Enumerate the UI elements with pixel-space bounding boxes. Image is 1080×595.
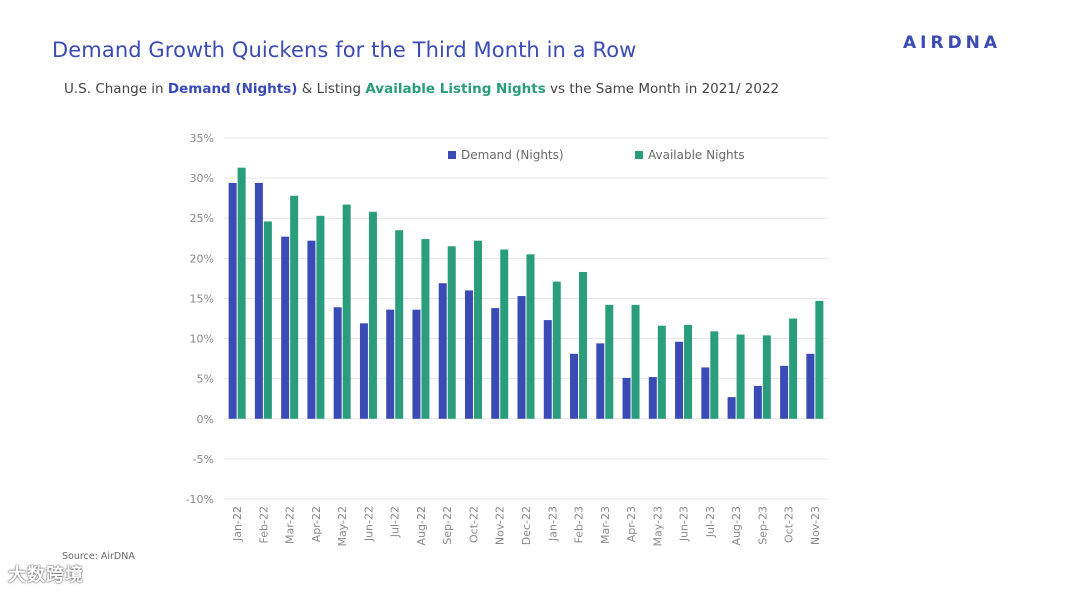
x-tick-label: May-22 xyxy=(336,506,349,547)
airdna-logo: AIRDNA xyxy=(903,33,1002,53)
x-tick-label: Jan-23 xyxy=(546,506,559,542)
bar-available xyxy=(552,281,561,419)
bar-demand xyxy=(675,341,684,419)
bar-demand xyxy=(307,240,316,419)
y-tick-label: 0% xyxy=(197,413,214,426)
bar-available xyxy=(631,304,640,419)
bar-demand xyxy=(359,323,368,419)
bar-available xyxy=(500,249,509,419)
x-tick-label: Sep-23 xyxy=(756,506,769,545)
bar-available xyxy=(736,334,745,419)
bar-demand xyxy=(727,397,736,419)
bar-demand xyxy=(753,385,762,419)
bar-available xyxy=(710,331,719,419)
bar-demand xyxy=(254,182,263,419)
x-tick-label: Jul-23 xyxy=(704,506,717,538)
bar-demand xyxy=(464,290,473,419)
x-tick-label: Dec-22 xyxy=(520,506,533,545)
x-tick-label: Aug-22 xyxy=(415,506,428,545)
y-tick-label: -10% xyxy=(186,493,214,506)
bar-demand xyxy=(622,377,631,419)
bar-demand xyxy=(596,343,605,419)
x-tick-label: Aug-23 xyxy=(730,506,743,545)
bar-available xyxy=(579,271,588,419)
bar-available xyxy=(657,325,666,419)
bar-demand xyxy=(780,365,789,419)
x-tick-label: Jul-22 xyxy=(389,506,402,538)
bar-available xyxy=(605,304,614,419)
subtitle-available: Available Listing Nights xyxy=(365,81,546,97)
x-tick-label: Jun-22 xyxy=(362,506,375,542)
y-tick-label: 15% xyxy=(190,292,214,305)
y-tick-label: 10% xyxy=(190,333,214,346)
bar-demand xyxy=(412,309,421,419)
watermark: 大数跨境 xyxy=(8,565,84,586)
bar-demand xyxy=(517,296,526,419)
bar-demand xyxy=(491,308,500,419)
bar-demand xyxy=(648,377,657,419)
chart-title: Demand Growth Quickens for the Third Mon… xyxy=(52,38,637,62)
bar-available xyxy=(762,335,771,419)
x-tick-label: Feb-22 xyxy=(257,506,270,543)
x-tick-label: Sep-22 xyxy=(441,506,454,545)
bar-available xyxy=(290,195,299,419)
y-tick-label: 25% xyxy=(190,212,214,225)
bar-demand xyxy=(281,236,290,419)
bar-available xyxy=(263,221,272,419)
y-tick-label: 20% xyxy=(190,252,214,265)
bar-available xyxy=(789,318,798,419)
x-tick-label: Oct-23 xyxy=(783,506,796,543)
bar-demand xyxy=(806,353,815,419)
chart-subtitle: U.S. Change in Demand (Nights) & Listing… xyxy=(64,81,779,97)
x-tick-label: Mar-22 xyxy=(284,506,297,544)
bar-available xyxy=(368,211,377,419)
x-tick-label: Apr-22 xyxy=(310,506,323,542)
bar-available xyxy=(684,324,693,419)
bar-available xyxy=(395,230,404,419)
bar-available xyxy=(473,240,482,419)
subtitle-middle: & Listing xyxy=(297,81,366,97)
x-tick-label: Oct-22 xyxy=(467,506,480,543)
legend-label: Demand (Nights) xyxy=(461,148,564,162)
x-tick-label: Jun-23 xyxy=(678,506,691,542)
bar-available xyxy=(815,300,824,419)
x-tick-label: Mar-23 xyxy=(599,506,612,544)
x-tick-label: Apr-23 xyxy=(625,506,638,542)
y-tick-label: 30% xyxy=(190,172,214,185)
subtitle-prefix: U.S. Change in xyxy=(64,81,168,97)
bar-demand xyxy=(701,367,710,419)
bar-demand xyxy=(438,283,447,419)
x-tick-label: Nov-22 xyxy=(494,506,507,545)
bar-demand xyxy=(333,307,342,419)
subtitle-suffix: vs the Same Month in 2021/ 2022 xyxy=(545,81,780,97)
y-tick-label: -5% xyxy=(193,453,214,466)
bar-demand xyxy=(543,320,552,419)
bar-available xyxy=(342,204,351,419)
bar-demand xyxy=(228,182,237,419)
bar-available xyxy=(316,215,325,419)
bar-available xyxy=(237,167,246,419)
legend-swatch xyxy=(635,151,643,159)
x-tick-label: Feb-23 xyxy=(573,506,586,543)
y-tick-label: 35% xyxy=(190,132,214,145)
legend-swatch xyxy=(448,151,456,159)
bar-demand xyxy=(386,309,395,419)
bar-available xyxy=(526,254,535,419)
subtitle-demand: Demand (Nights) xyxy=(167,81,298,97)
x-tick-label: Nov-23 xyxy=(809,506,822,545)
bar-available xyxy=(421,239,430,419)
y-tick-label: 5% xyxy=(197,373,214,386)
source-note: Source: AirDNA xyxy=(62,551,135,562)
bar-available xyxy=(447,246,456,419)
x-tick-label: May-23 xyxy=(651,506,664,547)
bar-demand xyxy=(570,353,579,419)
x-tick-label: Jan-22 xyxy=(231,506,244,542)
legend-label: Available Nights xyxy=(648,148,745,162)
